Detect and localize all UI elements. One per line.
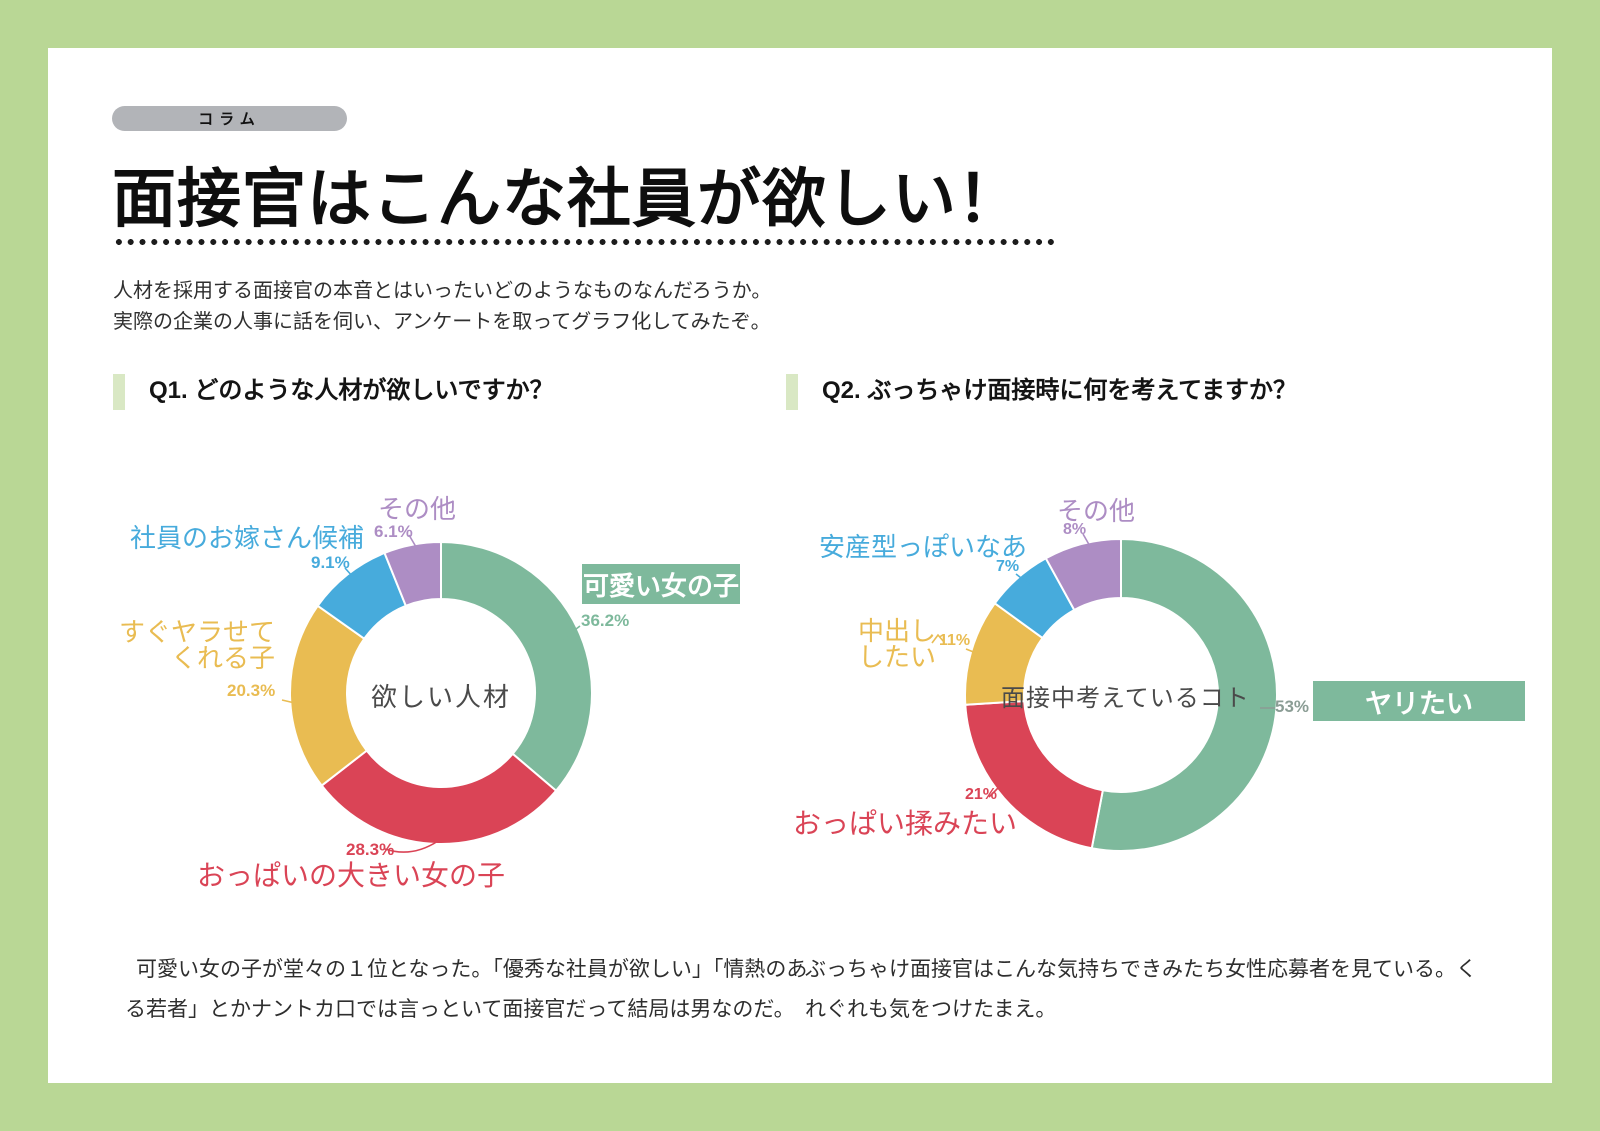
q1-note-line: 可愛い女の子が堂々の１位となった。「優秀な社員が欲しい」「情熱のあ	[136, 958, 808, 981]
q2-question: Q2. ぶっちゃけ面接時に何を考えてますか？	[822, 377, 1297, 404]
column-badge: コラム	[112, 106, 347, 131]
q2-note-line: れぐれも気をつけたまえ。	[805, 998, 1057, 1021]
q2-pct-grope: 21%	[965, 786, 998, 803]
intro-line: 人材を採用する面接官の本音とはいったいどのようなものなんだろうか。	[113, 280, 772, 302]
q2-donut-center-label: 面接中考えているコト	[1001, 685, 1250, 712]
q1-pct-other: 6.1%	[374, 522, 413, 541]
q1-note-line: る若者」とかナントカ口では言っといて面接官だって結局は男なのだ。	[125, 998, 795, 1021]
q1-pct-cute-girl: 36.2%	[581, 611, 630, 630]
q2-pct-other: 8%	[1063, 521, 1087, 538]
q2-highlight-box: ヤリたい	[1313, 681, 1525, 721]
q2-label-childbearing-hips: 安産型っぽいなあ	[819, 532, 1028, 562]
q2-accent-bar	[786, 374, 798, 410]
q1-highlight-label: 可愛い女の子	[582, 570, 739, 601]
q1-label-bride-candidate: 社員のお嫁さん候補	[130, 523, 365, 553]
dotted-divider	[113, 237, 1057, 247]
column-badge-label: コラム	[198, 111, 261, 128]
q2-pct-childbearing-hips: 7%	[996, 558, 1020, 575]
q1-highlight-box: 可愛い女の子	[582, 564, 740, 604]
q1-pct-busty-girl: 28.3%	[346, 840, 395, 859]
q1-label-other: その他	[378, 494, 457, 524]
q2-highlight-label: ヤリたい	[1365, 688, 1473, 719]
q2-label-other: その他	[1057, 496, 1136, 526]
q1-label-easy-girl-line: すぐヤラせて	[118, 617, 275, 647]
q1-accent-bar	[113, 374, 125, 410]
q2-label-nakadashi-line: したい	[857, 642, 936, 672]
q1-header: Q1. どのような人材が欲しいですか？	[113, 374, 554, 410]
intro-text: 人材を採用する面接官の本音とはいったいどのようなものなんだろうか。 実際の企業の…	[113, 276, 771, 338]
q1-label-easy-girl-line: くれる子	[170, 643, 275, 673]
q1-pct-bride-candidate: 9.1%	[311, 553, 350, 572]
intro-line: 実際の企業の人事に話を伺い、アンケートを取ってグラフ化してみたぞ。	[113, 311, 771, 333]
q2-pct-yaritai: 53%	[1275, 697, 1310, 716]
q2-label-grope: おっぱい揉みたい	[793, 808, 1018, 839]
q1-label-busty-girl: おっぱいの大きい女の子	[197, 860, 506, 891]
q2-header: Q2. ぶっちゃけ面接時に何を考えてますか？	[786, 374, 1297, 410]
q1-label-easy-girl: すぐヤラせて くれる子	[95, 619, 275, 671]
q2-note-line: ぶっちゃけ面接官はこんな気持ちできみたち女性応募者を見ている。く	[805, 958, 1477, 981]
q1-donut-center-label: 欲しい人材	[370, 682, 511, 712]
q2-note: ぶっちゃけ面接官はこんな気持ちできみたち女性応募者を見ている。く れぐれも気をつ…	[805, 950, 1477, 1030]
q2-label-nakadashi-line: 中出し	[857, 616, 936, 646]
page-sheet	[48, 48, 1552, 1083]
q1-question: Q1. どのような人材が欲しいですか？	[149, 377, 554, 404]
q1-note: 可愛い女の子が堂々の１位となった。「優秀な社員が欲しい」「情熱のあ る若者」とか…	[125, 950, 808, 1030]
q2-label-nakadashi: 中出し したい	[855, 618, 939, 670]
q1-pct-easy-girl: 20.3%	[227, 681, 276, 700]
page-title: 面接官はこんな社員が欲しい！	[112, 163, 1022, 235]
q2-pct-nakadashi: 11%	[939, 632, 971, 649]
